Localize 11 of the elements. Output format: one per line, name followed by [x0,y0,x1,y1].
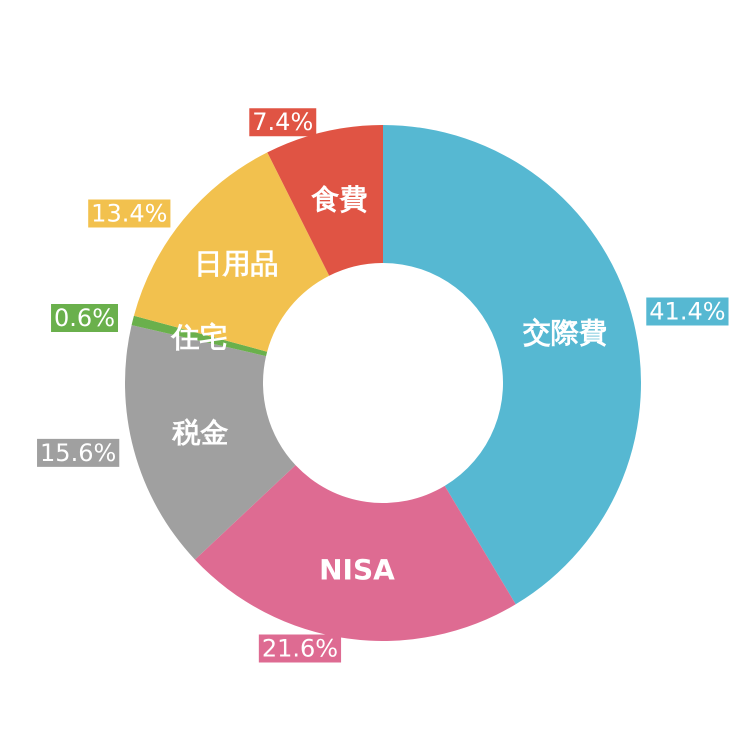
slice-label: 交際費 [522,316,608,350]
slice-label: 税金 [172,416,229,449]
slice-label: 食費 [310,182,368,216]
slice-label: 日用品 [194,246,279,280]
slice-label: NISA [319,554,396,587]
data-label: 0.6% [54,304,116,332]
data-label: 13.4% [91,199,168,228]
data-label: 15.6% [40,438,116,467]
data-label: 41.4% [649,297,726,326]
data-label: 21.6% [262,634,338,662]
data-label: 7.4% [252,108,314,136]
